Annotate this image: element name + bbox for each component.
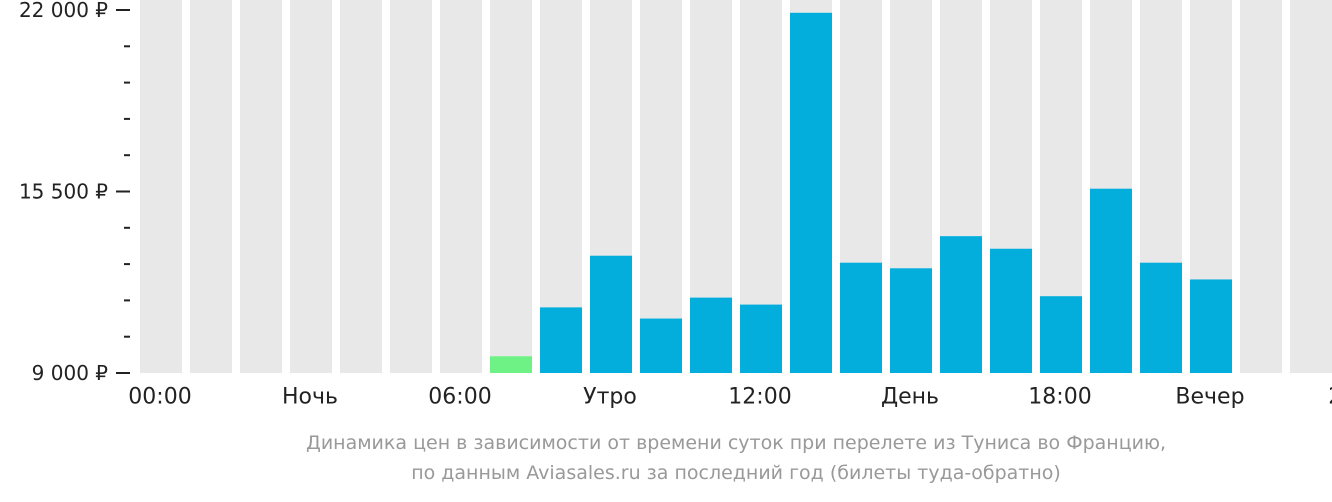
background-column: [440, 0, 482, 373]
price-bar[interactable]: [590, 255, 632, 373]
y-tick-label: 22 000 ₽: [19, 0, 108, 22]
chart-caption-line-2: по данным Aviasales.ru за последний год …: [411, 462, 1061, 484]
price-bar[interactable]: [690, 297, 732, 373]
background-column: [490, 0, 532, 373]
x-tick-label: 00:00: [128, 385, 191, 410]
x-tick-label: 12:00: [728, 385, 791, 410]
price-bar[interactable]: [490, 356, 532, 373]
background-column: [140, 0, 182, 373]
y-tick-label: 9 000 ₽: [32, 361, 109, 385]
y-axis: 22 000 ₽ 15 500 ₽ 9 000 ₽: [19, 0, 130, 385]
price-bars: [490, 12, 1232, 374]
y-tick-label: 15 500 ₽: [19, 180, 108, 204]
background-column: [240, 0, 282, 373]
x-tick-label: День: [881, 385, 939, 410]
price-bar[interactable]: [640, 318, 682, 373]
price-bar[interactable]: [840, 262, 882, 373]
price-bar[interactable]: [1140, 262, 1182, 373]
price-bar[interactable]: [740, 304, 782, 373]
price-bar[interactable]: [1190, 279, 1232, 373]
x-tick-label: Вечер: [1175, 385, 1244, 410]
price-bar[interactable]: [540, 307, 582, 373]
background-column: [290, 0, 332, 373]
x-tick-label: Утро: [583, 385, 637, 410]
price-bar[interactable]: [990, 248, 1032, 373]
background-column: [390, 0, 432, 373]
background-column: [340, 0, 382, 373]
chart-caption-line-1: Динамика цен в зависимости от времени су…: [305, 432, 1167, 454]
price-bar[interactable]: [790, 12, 832, 374]
price-bar[interactable]: [1040, 296, 1082, 373]
background-column: [1290, 0, 1332, 373]
x-tick-label: Ночь: [282, 385, 338, 410]
background-column: [190, 0, 232, 373]
price-bar[interactable]: [890, 268, 932, 373]
x-tick-label: 24:00: [1328, 385, 1332, 410]
x-tick-label: 06:00: [428, 385, 491, 410]
background-column: [640, 0, 682, 373]
price-bar[interactable]: [1090, 188, 1132, 373]
x-tick-label: 18:00: [1028, 385, 1091, 410]
background-column: [1240, 0, 1282, 373]
x-axis: 00:00 Ночь 06:00 Утро 12:00 День 18:00 Вечер 24:…: [128, 385, 1332, 410]
price-bar[interactable]: [940, 236, 982, 373]
